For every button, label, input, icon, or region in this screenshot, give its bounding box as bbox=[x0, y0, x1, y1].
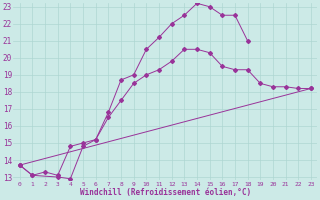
X-axis label: Windchill (Refroidissement éolien,°C): Windchill (Refroidissement éolien,°C) bbox=[80, 188, 251, 197]
